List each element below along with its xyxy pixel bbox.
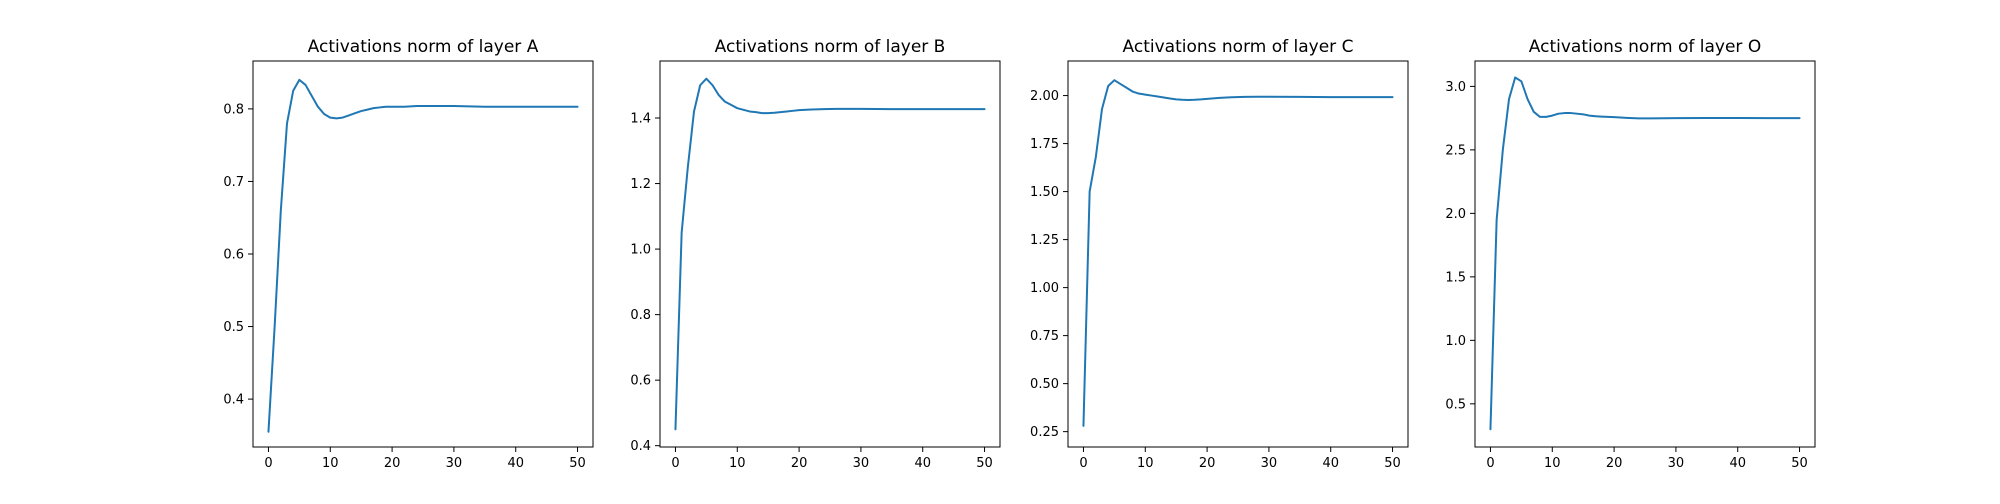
x-tick-label: 0: [1486, 456, 1494, 471]
x-tick-label: 10: [1137, 456, 1154, 471]
x-tick-label: 40: [1322, 456, 1339, 471]
chart-panel-1: Activations norm of layer B 0 10 20 30 40 50 0.…: [630, 37, 1001, 471]
x-tick-label: 20: [384, 456, 401, 471]
x-tick-label: 40: [914, 456, 931, 471]
x-tick-label: 20: [1199, 456, 1216, 471]
x-tick-label: 50: [569, 456, 586, 471]
chart-title: Activations norm of layer B: [715, 37, 946, 57]
series-line-0: [674, 77, 986, 431]
x-tick-label: 10: [322, 456, 339, 471]
y-tick-label: 2.00: [1030, 89, 1059, 104]
x-tick-label: 50: [1384, 456, 1401, 471]
x-tick-label: 10: [1544, 456, 1561, 471]
x-tick-label: 10: [729, 456, 746, 471]
y-tick-label: 0.8: [223, 102, 244, 117]
x-tick-label: 50: [976, 456, 993, 471]
x-tick-label: 0: [671, 456, 679, 471]
x-tick-label: 30: [1261, 456, 1278, 471]
y-tick-label: 0.6: [223, 248, 244, 263]
y-tick-label: 1.00: [1030, 281, 1059, 296]
x-tick-label: 30: [446, 456, 463, 471]
series-line-0: [1082, 79, 1394, 427]
y-tick-label: 0.50: [1030, 377, 1059, 392]
chart-panel-2: Activations norm of layer C 0 10 20 30 40 50 0.…: [1030, 37, 1409, 471]
y-tick-label: 1.5: [1445, 270, 1466, 285]
x-tick-label: 40: [1729, 456, 1746, 471]
y-tick-label: 0.75: [1030, 329, 1059, 344]
y-tick-label: 1.75: [1030, 137, 1059, 152]
chart-title: Activations norm of layer O: [1529, 37, 1761, 57]
x-tick-label: 0: [1079, 456, 1087, 471]
y-tick-label: 1.2: [630, 177, 651, 192]
x-tick-label: 50: [1791, 456, 1808, 471]
y-tick-label: 0.25: [1030, 425, 1059, 440]
y-tick-label: 0.4: [223, 393, 244, 408]
x-tick-label: 40: [507, 456, 524, 471]
x-tick-label: 0: [264, 456, 272, 471]
chart-panel-3: Activations norm of layer O 0 10 20 30 40 50 0.…: [1445, 37, 1816, 471]
x-tick-label: 20: [791, 456, 808, 471]
y-tick-label: 0.7: [223, 175, 244, 190]
y-tick-label: 1.0: [630, 243, 651, 258]
chart-panel-0: Activations norm of layer A 0 10 20 30 40 50 0.…: [223, 37, 594, 471]
y-tick-label: 2.0: [1445, 207, 1466, 222]
y-tick-label: 0.4: [630, 439, 651, 454]
series-line-0: [1489, 76, 1801, 431]
x-tick-label: 30: [1668, 456, 1685, 471]
axes-frame: [1474, 60, 1816, 448]
x-tick-label: 30: [853, 456, 870, 471]
y-tick-label: 2.5: [1445, 143, 1466, 158]
y-tick-label: 0.5: [1445, 397, 1466, 412]
y-tick-label: 1.50: [1030, 185, 1059, 200]
series-line-0: [267, 78, 579, 433]
chart-title: Activations norm of layer C: [1123, 37, 1354, 57]
y-tick-label: 1.4: [630, 112, 651, 127]
y-tick-label: 3.0: [1445, 80, 1466, 95]
y-tick-label: 1.25: [1030, 233, 1059, 248]
axes-frame: [659, 60, 1001, 448]
y-tick-label: 0.6: [630, 374, 651, 389]
axes-frame: [1067, 60, 1409, 448]
x-tick-label: 20: [1606, 456, 1623, 471]
chart-title: Activations norm of layer A: [308, 37, 539, 57]
y-tick-label: 0.5: [223, 320, 244, 335]
axes-frame: [252, 60, 594, 448]
y-tick-label: 0.8: [630, 308, 651, 323]
y-tick-label: 1.0: [1445, 334, 1466, 349]
